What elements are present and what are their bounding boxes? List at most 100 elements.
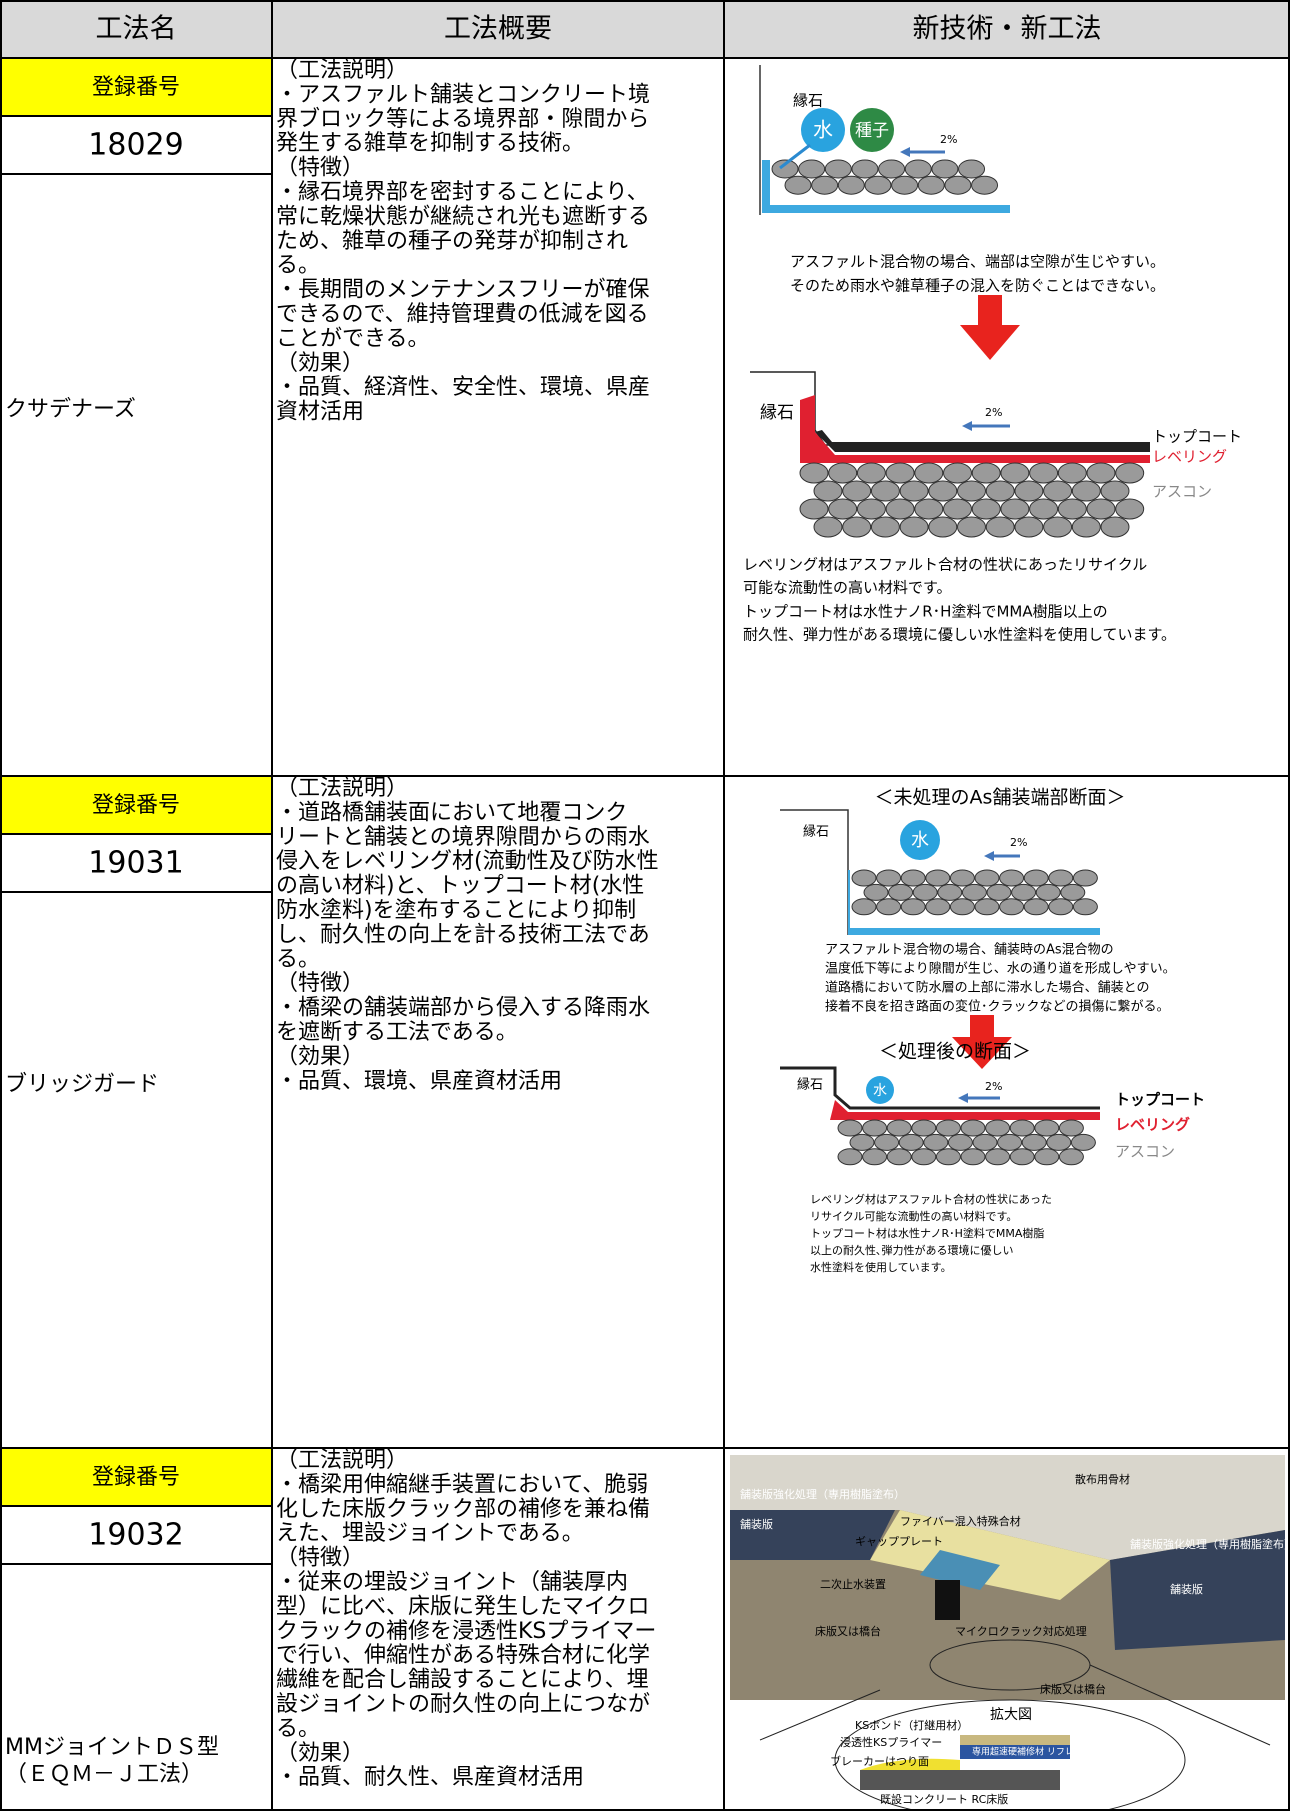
caption: 温度低下等により隙間が生じ、水の通り道を形成しやすい。 — [825, 961, 1176, 977]
header-bg — [0, 0, 1290, 58]
label: マイクロクラック対応処理 — [955, 1624, 1087, 1638]
label: 種子 — [855, 121, 889, 141]
summary-line: できるので、維持管理費の低減を図る — [276, 302, 649, 327]
caption: 可能な流動性の高い材料です。 — [743, 579, 952, 597]
method-name: MMジョイントＤＳ型 — [5, 1735, 219, 1760]
caption: そのため雨水や雑草種子の混入を防ぐことはできない。 — [790, 277, 1165, 295]
summary-line: （効果） — [276, 351, 364, 376]
label: 水 — [873, 1083, 887, 1099]
label: 舗装版強化処理（専用樹脂塗布） — [740, 1487, 905, 1501]
summary-line: る。 — [276, 1716, 320, 1741]
label: 専用超速硬補修材 リフレモルセット SF — [972, 1746, 1133, 1758]
caption: トップコート材は水性ナノR･H塗料でMMA樹脂 — [810, 1226, 1044, 1240]
summary-line: 発生する雑草を抑制する技術。 — [276, 131, 584, 156]
reg-label-bg — [0, 1448, 272, 1506]
label: ＜処理後の断面＞ — [879, 1041, 1031, 1063]
label: 拡大図 — [990, 1707, 1032, 1723]
summary-line: （特徴） — [276, 156, 364, 181]
summary-line: （効果） — [276, 1741, 364, 1766]
label: 舗装版 — [740, 1517, 773, 1531]
summary-line: 繊維を配合し舗設することにより、埋 — [276, 1668, 649, 1693]
summary-line: えた、埋設ジョイントである。 — [276, 1521, 584, 1546]
method-name: クサデナーズ — [5, 397, 136, 422]
summary-line: る。 — [276, 253, 320, 278]
label: 2% — [985, 406, 1002, 419]
label: 散布用骨材 — [1075, 1472, 1130, 1486]
summary-line: （工法説明） — [276, 1448, 408, 1473]
header: 工法名 — [96, 14, 177, 45]
summary-line: し、耐久性の向上を計る技術工法であ — [276, 922, 650, 947]
label: 水 — [911, 830, 929, 851]
label: 縁石 — [760, 403, 794, 423]
summary-line: 常に乾燥状態が継続され光も遮断する — [276, 204, 650, 229]
summary-line: ・橋梁用伸縮継手装置において、脆弱 — [276, 1472, 648, 1497]
label: ファイバー混入特殊合材 — [900, 1514, 1021, 1528]
label: 2% — [1010, 836, 1027, 849]
summary-line: ・品質、経済性、安全性、環境、県産 — [276, 375, 650, 400]
summary-line: （工法説明） — [276, 776, 408, 801]
caption: 接着不良を招き路面の変位･クラックなどの損傷に繋がる。 — [825, 999, 1170, 1015]
label: 床版又は橋台 — [815, 1624, 881, 1638]
label: 床版又は橋台 — [1040, 1682, 1106, 1696]
caption: トップコート材は水性ナノR･H塗料でMMA樹脂以上の — [743, 603, 1108, 621]
label: ギャッププレート — [855, 1535, 943, 1548]
reg-no: 18029 — [88, 128, 183, 163]
figure-1: 縁石 水 種子 2% アスファルト混合物の場合、端部は空隙が生じやすい。 そのた… — [743, 65, 1242, 644]
caption: アスファルト混合物の場合、端部は空隙が生じやすい。 — [790, 253, 1165, 271]
header: 新技術・新工法 — [913, 14, 1102, 45]
summary-line: クラックの補修を浸透性KSプライマー — [276, 1619, 656, 1644]
label: 二次止水装置 — [820, 1577, 886, 1591]
reg-label: 登録番号 — [92, 793, 180, 818]
method-name: （ＥＱＭ－Ｊ工法） — [5, 1762, 203, 1787]
summary-line: 型）に比べ、床版に発生したマイクロ — [276, 1594, 650, 1619]
caption: アスファルト混合物の場合、舗装時のAs混合物の — [825, 943, 1114, 958]
caption: リサイクル可能な流動性の高い材料です。 — [810, 1209, 1017, 1223]
summary-line: 界ブロック等による境界部・隙間から — [276, 107, 649, 132]
label: ブレーカーはつり面 — [830, 1754, 929, 1768]
caption: レベリング材はアスファルト合材の性状にあったリサイクル — [743, 556, 1147, 574]
label: 縁石 — [803, 824, 829, 840]
label: トップコート — [1152, 428, 1242, 446]
summary-line: ・品質、耐久性、県産資材活用 — [276, 1765, 584, 1790]
label: アスコン — [1152, 483, 1212, 501]
figure-3: 散布用骨材 舗装版強化処理（専用樹脂塗布） 舗装版 ファイバー混入特殊合材 ギャ… — [730, 1455, 1290, 1811]
label: 2% — [940, 133, 957, 146]
summary-line: （特徴） — [276, 1546, 364, 1571]
summary-line: ・縁石境界部を密封することにより、 — [276, 180, 649, 205]
caption: レベリング材はアスファルト合材の性状にあった — [810, 1192, 1052, 1206]
caption: 道路橋において防水層の上部に滞水した場合、舗装との — [825, 980, 1149, 996]
label: トップコート — [1115, 1091, 1205, 1109]
caption: 耐久性、弾力性がある環境に優しい水性塗料を使用しています。 — [743, 626, 1176, 644]
summary-line: ・橋梁の舗装端部から侵入する降雨水 — [276, 996, 650, 1021]
label: 既設コンクリート RC床版 — [880, 1792, 1008, 1806]
label: 2% — [985, 1080, 1002, 1093]
summary-line: ・品質、環境、県産資材活用 — [276, 1069, 562, 1094]
reg-no: 19031 — [88, 846, 183, 881]
label: KSボンド（打継用材） — [855, 1718, 968, 1732]
summary-line: 化した床版クラック部の補修を兼ね備 — [276, 1497, 650, 1522]
header: 工法概要 — [444, 14, 552, 45]
reg-label: 登録番号 — [92, 75, 180, 100]
reg-label-bg — [0, 58, 272, 116]
caption: 水性塗料を使用しています。 — [810, 1260, 952, 1274]
reg-label-bg — [0, 776, 272, 834]
summary-line: 防水塗料)を塗布することにより抑制 — [276, 898, 636, 923]
label: アスコン — [1115, 1143, 1175, 1161]
label: ＜未処理のAs舗装端部断面＞ — [875, 787, 1126, 809]
label: 縁石 — [797, 1077, 823, 1093]
summary-line: で行い、伸縮性がある特殊合材に化学 — [276, 1643, 650, 1668]
summary-line: ・道路橋舗装面において地覆コンク — [276, 800, 627, 825]
label: レベリング — [1152, 448, 1227, 466]
summary-line: 設ジョイントの耐久性の向上につなが — [276, 1692, 650, 1717]
summary-line: （工法説明） — [276, 58, 408, 83]
summary-line: の高い材料)と、トップコート材(水性 — [276, 874, 644, 899]
summary-line: る。 — [276, 947, 320, 972]
summary-line: リートと舗装との境界隙間からの雨水 — [276, 825, 650, 850]
label: レベリング — [1115, 1116, 1190, 1134]
summary-line: ・長期間のメンテナンスフリーが確保 — [276, 278, 650, 303]
label: 水 — [813, 118, 833, 142]
summary-line: ことができる。 — [276, 326, 430, 351]
